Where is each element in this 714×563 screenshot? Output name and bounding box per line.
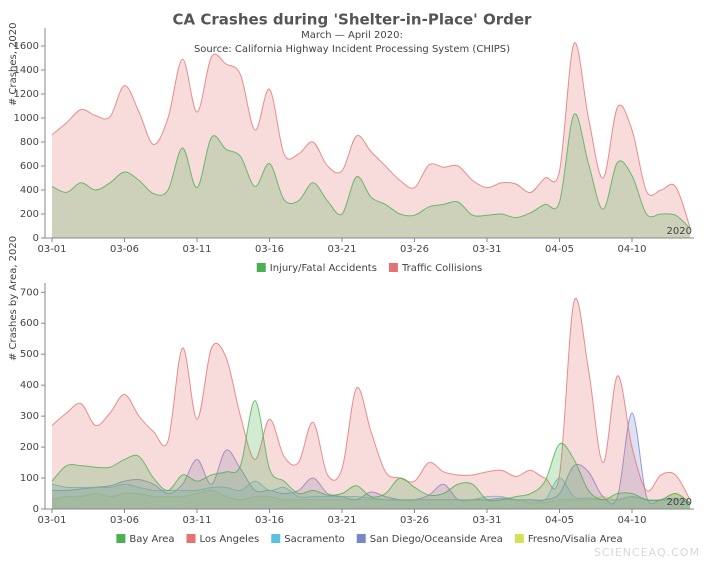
legend-label: Fresno/Visalia Area: [528, 534, 623, 545]
year-label: 2020: [667, 497, 692, 508]
y-tick-label: 400: [20, 185, 39, 196]
area-line: [51, 298, 691, 500]
area-line: [51, 412, 691, 505]
x-tick-label: 03-01: [37, 244, 66, 255]
x-tick-label: 03-06: [110, 515, 139, 526]
area-line: [51, 113, 691, 229]
x-tick-label: 03-16: [255, 515, 284, 526]
page-title: CA Crashes during 'Shelter-in-Place' Ord…: [173, 11, 532, 29]
y-tick-label: 200: [20, 209, 39, 220]
legend-label: Bay Area: [129, 534, 174, 545]
y-tick-label: 1200: [14, 89, 39, 100]
x-tick-label: 04-05: [545, 515, 574, 526]
legend: Injury/Fatal Accidents Traffic Collisions: [256, 263, 482, 274]
y-axis-title: # Crashes, 2020: [8, 23, 19, 107]
y-axis-title: # Crashes by Area, 2020: [8, 236, 19, 361]
legend-swatch: [186, 534, 196, 543]
legend-label: Sacramento: [284, 534, 344, 545]
area-fill: [52, 490, 690, 509]
y-tick-label: 1000: [14, 113, 39, 124]
area-fill: [52, 298, 690, 509]
x-tick-label: 03-31: [472, 244, 501, 255]
x-tick-label: 04-10: [617, 244, 646, 255]
y-tick-label: 100: [20, 473, 39, 484]
legend-label: San Diego/Oceanside Area: [370, 534, 503, 545]
x-tick-label: 03-16: [255, 244, 284, 255]
page-subtitle: March — April 2020:: [301, 30, 403, 41]
x-tick-label: 03-26: [400, 244, 429, 255]
y-tick-label: 600: [20, 161, 39, 172]
area-line: [51, 42, 691, 228]
y-tick-label: 200: [20, 442, 39, 453]
legend-swatch: [256, 263, 266, 272]
x-tick-label: 04-05: [545, 244, 574, 255]
x-tick-label: 03-21: [327, 515, 356, 526]
y-tick-label: 800: [20, 137, 39, 148]
legend-label: Injury/Fatal Accidents: [270, 263, 377, 274]
area-fill: [52, 42, 690, 239]
y-tick-label: 300: [20, 411, 39, 422]
area-fill: [52, 113, 690, 238]
area-line: [51, 477, 691, 504]
legend-swatch: [388, 263, 398, 272]
x-tick-label: 03-11: [182, 244, 211, 255]
x-tick-label: 03-11: [182, 515, 211, 526]
legend: Bay Area Los Angeles Sacramento San Diego/O…: [116, 534, 623, 545]
page-source: Source: California Highway Incident Proc…: [194, 44, 510, 55]
x-tick-label: 03-31: [472, 515, 501, 526]
year-label: 2020: [667, 226, 692, 237]
legend-swatch: [116, 534, 126, 543]
area-fill: [52, 478, 690, 509]
x-tick-label: 03-26: [400, 515, 429, 526]
x-tick-label: 04-10: [617, 515, 646, 526]
legend-swatch: [356, 534, 366, 543]
y-tick-label: 400: [20, 380, 39, 391]
legend-label: Traffic Collisions: [401, 263, 482, 274]
legend-swatch: [514, 534, 524, 543]
x-tick-label: 03-01: [37, 515, 66, 526]
y-tick-label: 600: [20, 318, 39, 329]
y-tick-label: 700: [20, 287, 39, 298]
y-tick-label: 1400: [14, 65, 39, 76]
legend-label: Los Angeles: [200, 534, 260, 545]
area-line: [51, 400, 691, 504]
watermark: SCIENCEAQ.COM: [594, 546, 700, 559]
y-tick-label: 500: [20, 349, 39, 360]
legend-swatch: [271, 534, 281, 543]
y-tick-label: 0: [33, 233, 39, 244]
x-tick-label: 03-06: [110, 244, 139, 255]
y-tick-label: 1600: [14, 41, 39, 52]
area-fill: [52, 413, 690, 509]
x-tick-label: 03-21: [327, 244, 356, 255]
y-tick-label: 0: [33, 504, 39, 515]
area-fill: [52, 400, 690, 509]
area-line: [51, 489, 691, 504]
